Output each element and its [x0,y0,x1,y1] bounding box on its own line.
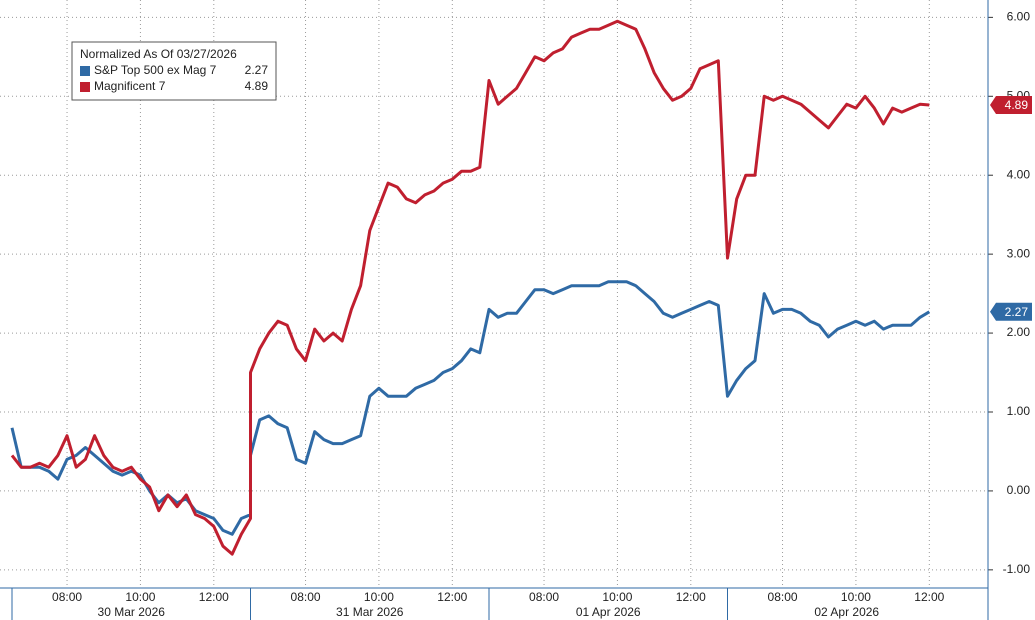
x-group-label: 31 Mar 2026 [336,605,404,619]
y-tick-label: -1.00 [1003,562,1031,576]
x-tick-label: 08:00 [291,590,321,604]
x-tick-label: 12:00 [914,590,944,604]
y-tick-label: 0.00 [1007,483,1031,497]
x-tick-label: 10:00 [364,590,394,604]
x-group-label: 30 Mar 2026 [98,605,166,619]
y-tick-label: 4.00 [1007,167,1031,181]
legend-value: 2.27 [245,63,269,77]
last-value-tag [990,302,1032,321]
last-value-tag [990,95,1032,114]
x-tick-label: 08:00 [52,590,82,604]
x-tick-label: 10:00 [841,590,871,604]
legend-label: Magnificent 7 [94,79,166,93]
last-value-label: 2.27 [1005,305,1029,319]
series-line [10,19,930,556]
x-group-label: 02 Apr 2026 [814,605,879,619]
last-value-label: 4.89 [1005,98,1029,112]
legend-label: S&P Top 500 ex Mag 7 [94,63,217,77]
x-tick-label: 12:00 [199,590,229,604]
x-tick-label: 08:00 [768,590,798,604]
legend-swatch [80,82,90,92]
legend-title: Normalized As Of 03/27/2026 [80,47,237,61]
legend-swatch [80,66,90,76]
x-tick-label: 12:00 [437,590,467,604]
x-tick-label: 10:00 [602,590,632,604]
y-tick-label: 1.00 [1007,404,1031,418]
legend-box [71,41,277,101]
x-tick-label: 08:00 [529,590,559,604]
y-tick-label: 6.00 [1007,10,1031,24]
x-tick-label: 12:00 [676,590,706,604]
y-tick-label: 3.00 [1007,246,1031,260]
y-tick-label: 2.00 [1007,325,1031,339]
x-group-label: 01 Apr 2026 [576,605,641,619]
x-tick-label: 10:00 [125,590,155,604]
legend-value: 4.89 [245,79,269,93]
